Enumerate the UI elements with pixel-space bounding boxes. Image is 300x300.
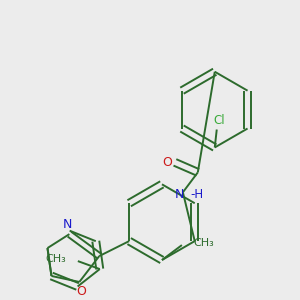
Text: N: N	[63, 218, 72, 231]
Text: CH₃: CH₃	[194, 238, 214, 248]
Text: N: N	[175, 188, 184, 201]
Text: CH₃: CH₃	[45, 254, 66, 264]
Text: -H: -H	[190, 188, 203, 201]
Text: O: O	[76, 285, 86, 298]
Text: O: O	[162, 156, 172, 169]
Text: Cl: Cl	[213, 114, 225, 127]
